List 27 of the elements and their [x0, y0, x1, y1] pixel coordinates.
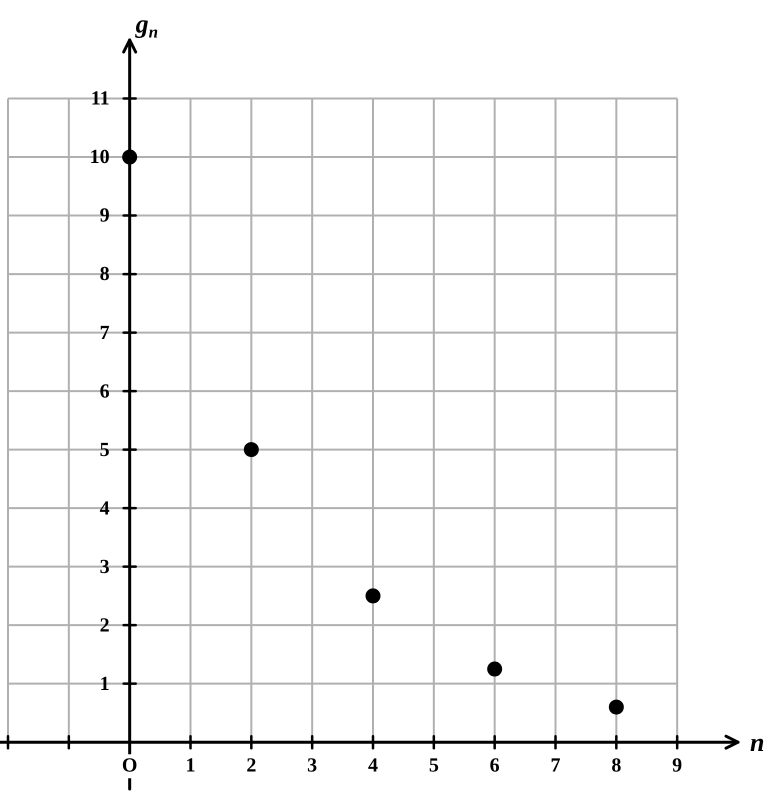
x-tick-label: 5: [428, 754, 439, 776]
point: [244, 442, 259, 458]
x-tick-label: 9: [672, 754, 682, 776]
x-axis-title: n: [750, 728, 764, 757]
y-tick-label: 3: [100, 556, 110, 578]
y-tick-label: 10: [90, 146, 110, 168]
y-tick-label: 2: [100, 614, 110, 636]
x-tick-label: 4: [368, 754, 378, 776]
y-tick-label: 5: [100, 438, 110, 461]
point: [122, 150, 138, 165]
x-tick-label: 1: [186, 754, 196, 776]
y-tick-label: 7: [100, 322, 110, 344]
x-tick-label: 2: [246, 754, 256, 776]
y-tick-label: 8: [100, 263, 110, 286]
y-tick-label: 4: [100, 497, 110, 520]
x-tick-label: 6: [490, 754, 500, 776]
x-tick-label: O: [122, 754, 138, 776]
y-tick-label: 1: [100, 672, 110, 695]
y-tick-label: 11: [90, 88, 110, 110]
y-tick-label: 6: [100, 380, 110, 402]
y-tick-label: 9: [100, 204, 110, 227]
point: [608, 700, 624, 715]
x-tick-label: 7: [550, 754, 560, 776]
x-tick-label: 3: [307, 754, 318, 776]
point: [366, 588, 380, 604]
x-tick-label: 8: [611, 754, 622, 776]
point: [487, 662, 502, 677]
